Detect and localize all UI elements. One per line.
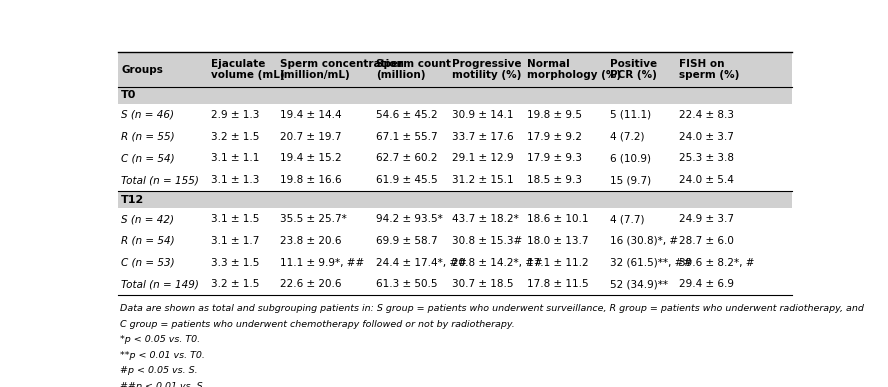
Text: 67.1 ± 55.7: 67.1 ± 55.7 (376, 132, 438, 142)
Text: 29.4 ± 6.9: 29.4 ± 6.9 (678, 279, 733, 289)
Text: 19.8 ± 9.5: 19.8 ± 9.5 (527, 110, 583, 120)
Text: 4 (7.2): 4 (7.2) (610, 132, 645, 142)
Text: Groups: Groups (122, 65, 163, 75)
Text: 24.0 ± 5.4: 24.0 ± 5.4 (678, 175, 733, 185)
Text: 62.7 ± 60.2: 62.7 ± 60.2 (376, 153, 438, 163)
Text: 3.1 ± 1.7: 3.1 ± 1.7 (210, 236, 259, 246)
Text: 17.9 ± 9.3: 17.9 ± 9.3 (527, 153, 583, 163)
Text: 24.4 ± 17.4*, ##: 24.4 ± 17.4*, ## (376, 258, 467, 268)
Text: 17.8 ± 11.5: 17.8 ± 11.5 (527, 279, 589, 289)
Text: 33.7 ± 17.6: 33.7 ± 17.6 (452, 132, 513, 142)
Text: 15 (9.7): 15 (9.7) (610, 175, 651, 185)
Bar (118, 87, 792, 104)
Text: 5 (11.1): 5 (11.1) (610, 110, 651, 120)
Text: 54.6 ± 45.2: 54.6 ± 45.2 (376, 110, 438, 120)
Text: FISH on
sperm (%): FISH on sperm (%) (678, 59, 739, 80)
Text: 35.5 ± 25.7*: 35.5 ± 25.7* (280, 214, 346, 224)
Bar (118, 230, 792, 252)
Text: 17.1 ± 11.2: 17.1 ± 11.2 (527, 258, 589, 268)
Text: 52 (34.9)**: 52 (34.9)** (610, 279, 668, 289)
Text: 3.1 ± 1.3: 3.1 ± 1.3 (210, 175, 259, 185)
Text: Total (n = 149): Total (n = 149) (122, 279, 199, 289)
Text: S (n = 42): S (n = 42) (122, 214, 174, 224)
Text: 19.8 ± 16.6: 19.8 ± 16.6 (280, 175, 341, 185)
Text: 30.9 ± 14.1: 30.9 ± 14.1 (452, 110, 513, 120)
Text: 43.7 ± 18.2*: 43.7 ± 18.2* (452, 214, 519, 224)
Text: Ejaculate
volume (mL): Ejaculate volume (mL) (210, 59, 284, 80)
Bar (118, 52, 792, 87)
Text: 22.6 ± 20.6: 22.6 ± 20.6 (280, 279, 341, 289)
Text: 69.9 ± 58.7: 69.9 ± 58.7 (376, 236, 438, 246)
Text: C group = patients who underwent chemotherapy followed or not by radiotherapy.: C group = patients who underwent chemoth… (120, 320, 515, 329)
Text: 4 (7.7): 4 (7.7) (610, 214, 645, 224)
Text: Positive
PCR (%): Positive PCR (%) (610, 59, 657, 80)
Bar (118, 169, 792, 191)
Text: 17.9 ± 9.2: 17.9 ± 9.2 (527, 132, 583, 142)
Text: 29.1 ± 12.9: 29.1 ± 12.9 (452, 153, 513, 163)
Text: 20.8 ± 14.2*, ##: 20.8 ± 14.2*, ## (452, 258, 543, 268)
Text: C (n = 54): C (n = 54) (122, 153, 175, 163)
Bar (118, 208, 792, 230)
Text: 23.8 ± 20.6: 23.8 ± 20.6 (280, 236, 341, 246)
Text: 31.2 ± 15.1: 31.2 ± 15.1 (452, 175, 513, 185)
Text: 16 (30.8)*, #: 16 (30.8)*, # (610, 236, 678, 246)
Text: *p < 0.05 vs. T0.: *p < 0.05 vs. T0. (120, 335, 200, 344)
Text: Sperm count
(million): Sperm count (million) (376, 59, 451, 80)
Text: 3.3 ± 1.5: 3.3 ± 1.5 (210, 258, 259, 268)
Text: #p < 0.05 vs. S.: #p < 0.05 vs. S. (120, 366, 197, 375)
Bar (118, 191, 792, 208)
Text: 61.3 ± 50.5: 61.3 ± 50.5 (376, 279, 438, 289)
Text: S (n = 46): S (n = 46) (122, 110, 174, 120)
Text: Total (n = 155): Total (n = 155) (122, 175, 199, 185)
Text: 3.1 ± 1.5: 3.1 ± 1.5 (210, 214, 259, 224)
Text: 39.6 ± 8.2*, #: 39.6 ± 8.2*, # (678, 258, 754, 268)
Text: 3.1 ± 1.1: 3.1 ± 1.1 (210, 153, 259, 163)
Text: T0: T0 (122, 90, 137, 100)
Text: 19.4 ± 14.4: 19.4 ± 14.4 (280, 110, 341, 120)
Text: 6 (10.9): 6 (10.9) (610, 153, 651, 163)
Text: Normal
morphology (%): Normal morphology (%) (527, 59, 622, 80)
Text: 18.6 ± 10.1: 18.6 ± 10.1 (527, 214, 589, 224)
Text: 11.1 ± 9.9*, ##: 11.1 ± 9.9*, ## (280, 258, 364, 268)
Text: 28.7 ± 6.0: 28.7 ± 6.0 (678, 236, 733, 246)
Text: **p < 0.01 vs. T0.: **p < 0.01 vs. T0. (120, 351, 205, 360)
Bar (118, 104, 792, 126)
Text: 24.0 ± 3.7: 24.0 ± 3.7 (678, 132, 733, 142)
Text: 20.7 ± 19.7: 20.7 ± 19.7 (280, 132, 341, 142)
Text: ##p < 0.01 vs. S.: ##p < 0.01 vs. S. (120, 382, 205, 387)
Text: Progressive
motility (%): Progressive motility (%) (452, 59, 521, 80)
Text: T12: T12 (122, 195, 145, 205)
Text: Data are shown as total and subgrouping patients in: S group = patients who unde: Data are shown as total and subgrouping … (120, 304, 864, 313)
Bar (118, 126, 792, 147)
Text: 30.8 ± 15.3#: 30.8 ± 15.3# (452, 236, 522, 246)
Text: R (n = 55): R (n = 55) (122, 132, 175, 142)
Text: 3.2 ± 1.5: 3.2 ± 1.5 (210, 279, 259, 289)
Text: R (n = 54): R (n = 54) (122, 236, 175, 246)
Text: 19.4 ± 15.2: 19.4 ± 15.2 (280, 153, 341, 163)
Text: 2.9 ± 1.3: 2.9 ± 1.3 (210, 110, 259, 120)
Text: 24.9 ± 3.7: 24.9 ± 3.7 (678, 214, 733, 224)
Text: 18.0 ± 13.7: 18.0 ± 13.7 (527, 236, 589, 246)
Text: C (n = 53): C (n = 53) (122, 258, 175, 268)
Text: 18.5 ± 9.3: 18.5 ± 9.3 (527, 175, 583, 185)
Text: Sperm concentration
(million/mL): Sperm concentration (million/mL) (280, 59, 403, 80)
Text: 61.9 ± 45.5: 61.9 ± 45.5 (376, 175, 438, 185)
Text: 32 (61.5)**, ##: 32 (61.5)**, ## (610, 258, 692, 268)
Bar (118, 147, 792, 169)
Bar (118, 252, 792, 274)
Text: 3.2 ± 1.5: 3.2 ± 1.5 (210, 132, 259, 142)
Text: 94.2 ± 93.5*: 94.2 ± 93.5* (376, 214, 443, 224)
Text: 22.4 ± 8.3: 22.4 ± 8.3 (678, 110, 733, 120)
Text: 30.7 ± 18.5: 30.7 ± 18.5 (452, 279, 513, 289)
Bar (118, 274, 792, 295)
Text: 25.3 ± 3.8: 25.3 ± 3.8 (678, 153, 733, 163)
